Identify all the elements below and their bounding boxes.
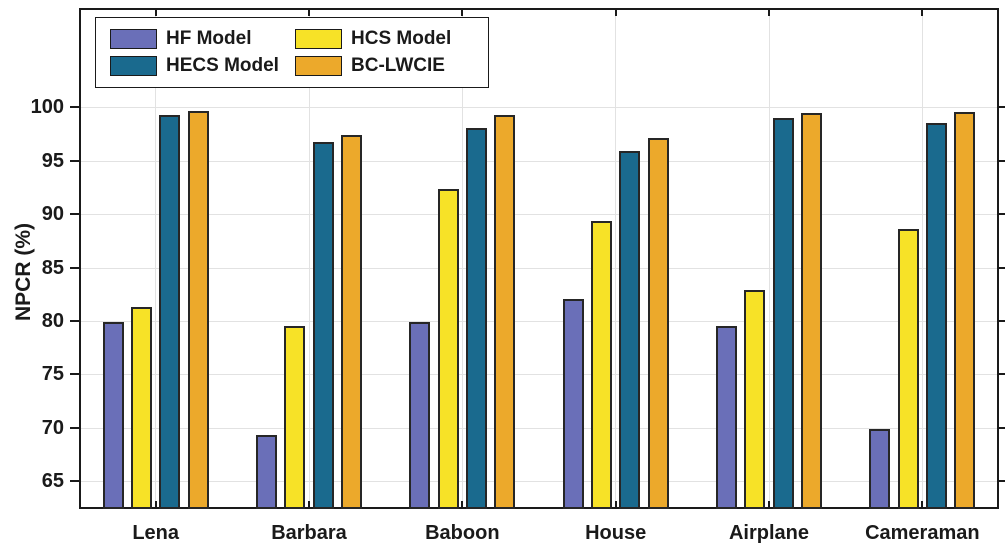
h-gridline-85 bbox=[81, 267, 997, 269]
legend-label-hcs-model: HCS Model bbox=[351, 27, 452, 49]
v-gridline-cameraman bbox=[921, 10, 923, 507]
x-tick-label-house: House bbox=[585, 522, 647, 544]
bar-hcs-model-barbara bbox=[284, 326, 306, 509]
bar-hcs-model-baboon bbox=[437, 188, 459, 509]
y-tick-label-100: 100 bbox=[30, 96, 64, 119]
x-tick-top-baboon bbox=[461, 10, 464, 16]
x-tick-label-lena: Lena bbox=[132, 522, 179, 544]
x-tick-bottom-cameraman bbox=[921, 501, 924, 507]
legend-swatch-icon bbox=[295, 28, 342, 49]
v-gridline-airplane bbox=[768, 10, 770, 507]
y-tick-right-90 bbox=[999, 213, 1005, 216]
y-tick-label-65: 65 bbox=[41, 470, 64, 493]
bar-bc-lwcie-house bbox=[647, 138, 669, 509]
x-tick-label-cameraman: Cameraman bbox=[865, 522, 980, 544]
v-gridline-baboon bbox=[461, 10, 463, 507]
x-tick-top-cameraman bbox=[921, 10, 924, 16]
y-tick-label-75: 75 bbox=[41, 363, 64, 386]
bar-hf-model-baboon bbox=[409, 322, 431, 509]
x-tick-top-barbara bbox=[308, 10, 310, 16]
bar-bc-lwcie-cameraman bbox=[954, 111, 976, 509]
h-gridline-75 bbox=[81, 374, 997, 376]
y-tick-right-75 bbox=[999, 373, 1005, 376]
y-tick-label-90: 90 bbox=[41, 203, 64, 226]
x-tick-top-house bbox=[614, 10, 617, 16]
bar-hecs-model-barbara bbox=[312, 141, 334, 509]
bar-hf-model-lena bbox=[102, 322, 124, 509]
bar-hecs-model-baboon bbox=[465, 127, 487, 509]
bar-hf-model-airplane bbox=[716, 326, 738, 509]
plot-area bbox=[79, 8, 999, 509]
y-tick-right-100 bbox=[999, 106, 1005, 109]
legend-label-bc-lwcie: BC-LWCIE bbox=[351, 55, 445, 77]
x-tick-top-airplane bbox=[768, 10, 770, 16]
y-tick-left-80 bbox=[70, 319, 79, 322]
bar-bc-lwcie-lena bbox=[187, 110, 209, 509]
legend-item-hcs-model: HCS Model bbox=[295, 28, 476, 50]
legend-item-hf-model: HF Model bbox=[110, 28, 295, 50]
legend-swatch-icon bbox=[110, 28, 157, 49]
x-tick-label-airplane: Airplane bbox=[728, 522, 810, 544]
v-gridline-lena bbox=[155, 10, 157, 507]
v-gridline-barbara bbox=[308, 10, 310, 507]
x-tick-label-barbara: Barbara bbox=[271, 522, 347, 544]
bar-hecs-model-house bbox=[619, 151, 641, 509]
legend-swatch-icon bbox=[110, 56, 157, 77]
h-gridline-65 bbox=[81, 481, 997, 483]
y-tick-label-70: 70 bbox=[41, 416, 64, 439]
y-tick-label-85: 85 bbox=[41, 256, 64, 279]
x-tick-bottom-barbara bbox=[308, 501, 310, 507]
legend-item-bc-lwcie: BC-LWCIE bbox=[295, 55, 476, 77]
bar-bc-lwcie-barbara bbox=[340, 135, 362, 509]
y-tick-label-80: 80 bbox=[41, 309, 64, 332]
h-gridline-95 bbox=[81, 160, 997, 162]
x-tick-bottom-lena bbox=[154, 501, 157, 507]
bar-hcs-model-airplane bbox=[744, 290, 766, 509]
y-tick-right-95 bbox=[999, 159, 1005, 162]
bar-hecs-model-airplane bbox=[772, 118, 794, 509]
y-tick-left-85 bbox=[70, 266, 79, 269]
h-gridline-90 bbox=[81, 214, 997, 216]
bar-hf-model-barbara bbox=[256, 435, 278, 509]
x-tick-label-baboon: Baboon bbox=[425, 522, 500, 544]
x-tick-bottom-airplane bbox=[768, 501, 770, 507]
bar-hcs-model-cameraman bbox=[897, 229, 919, 509]
y-tick-left-90 bbox=[70, 213, 79, 216]
v-gridline-house bbox=[615, 10, 617, 507]
bar-bc-lwcie-airplane bbox=[800, 112, 822, 509]
x-tick-bottom-house bbox=[614, 501, 617, 507]
x-tick-top-lena bbox=[154, 10, 157, 16]
y-tick-left-100 bbox=[70, 106, 79, 109]
y-tick-left-65 bbox=[70, 480, 79, 483]
y-tick-right-85 bbox=[999, 266, 1005, 269]
legend-item-hecs-model: HECS Model bbox=[110, 55, 295, 77]
y-tick-right-70 bbox=[999, 426, 1005, 429]
bar-bc-lwcie-baboon bbox=[494, 114, 516, 509]
bar-hf-model-house bbox=[562, 298, 584, 509]
bar-hf-model-cameraman bbox=[869, 428, 891, 509]
legend-label-hf-model: HF Model bbox=[166, 27, 252, 49]
legend-label-hecs-model: HECS Model bbox=[166, 55, 279, 77]
y-tick-right-65 bbox=[999, 480, 1005, 483]
y-tick-label-95: 95 bbox=[41, 149, 64, 172]
legend: HF Model HCS Model HECS Model BC-LWCIE bbox=[95, 17, 489, 88]
h-gridline-100 bbox=[81, 107, 997, 109]
x-tick-bottom-baboon bbox=[461, 501, 464, 507]
bar-hcs-model-lena bbox=[131, 307, 153, 509]
y-tick-left-70 bbox=[70, 426, 79, 429]
y-tick-left-95 bbox=[70, 159, 79, 162]
y-tick-right-80 bbox=[999, 319, 1005, 322]
legend-swatch-icon bbox=[295, 56, 342, 77]
h-gridline-80 bbox=[81, 320, 997, 322]
bar-hecs-model-cameraman bbox=[925, 123, 947, 509]
bar-hcs-model-house bbox=[591, 220, 613, 509]
y-tick-left-75 bbox=[70, 373, 79, 376]
bar-hecs-model-lena bbox=[159, 114, 181, 509]
h-gridline-70 bbox=[81, 427, 997, 429]
